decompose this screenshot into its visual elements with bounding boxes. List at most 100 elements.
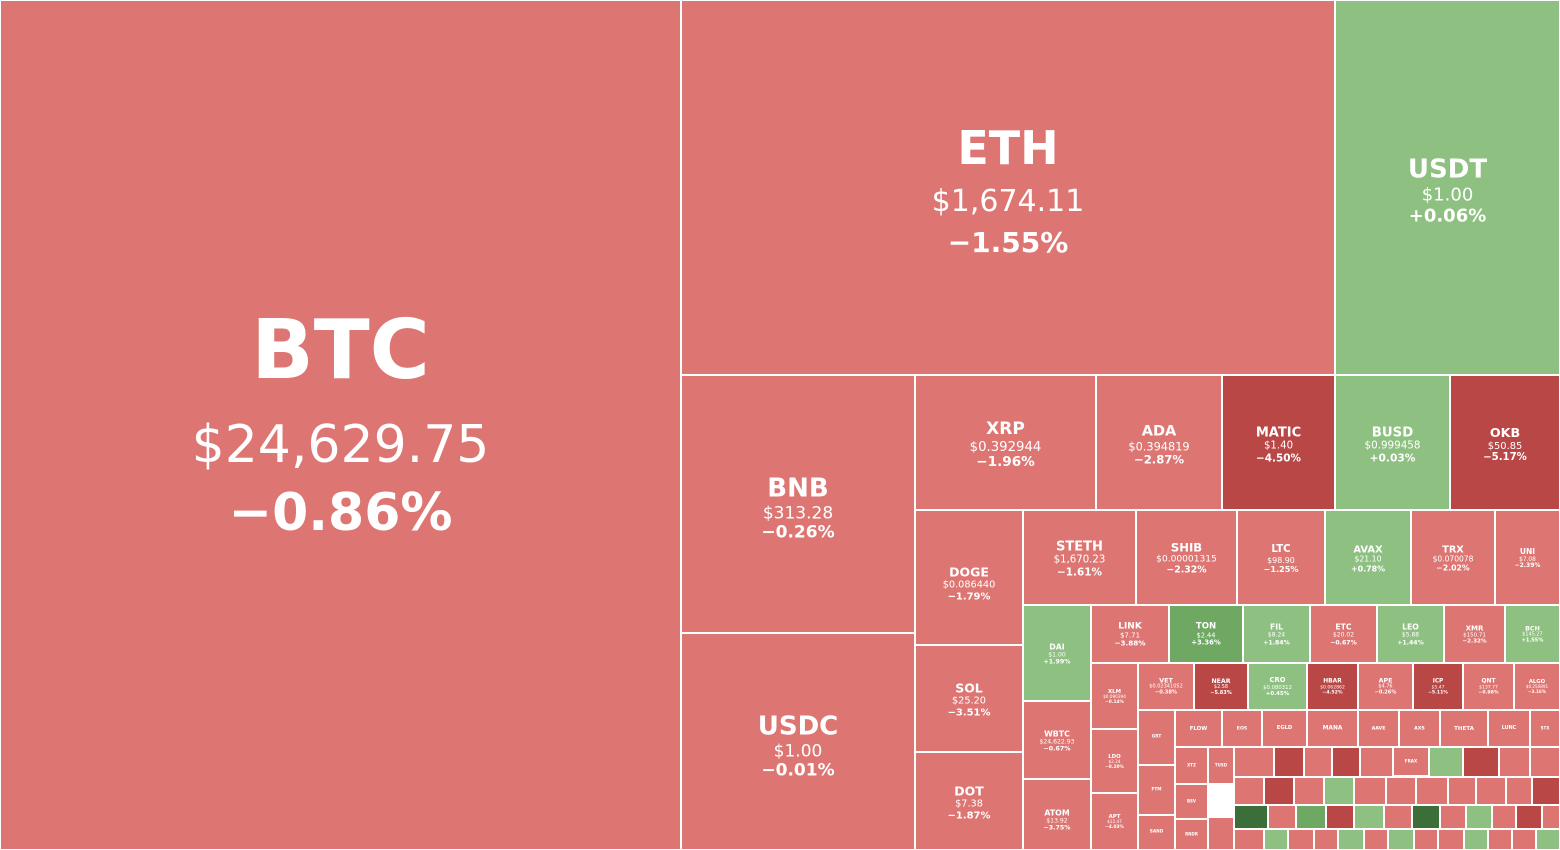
tile-minor[interactable]: [1463, 747, 1499, 777]
tile-minor[interactable]: [1354, 777, 1386, 805]
tile-tusd[interactable]: TUSD: [1208, 747, 1234, 784]
tile-minor[interactable]: [1488, 829, 1512, 850]
tile-minor[interactable]: [1234, 829, 1264, 850]
tile-minor[interactable]: [1476, 777, 1506, 805]
tile-icp[interactable]: ICP $5.47 −5.11%: [1413, 663, 1463, 710]
tile-rndr[interactable]: RNDR: [1175, 819, 1208, 850]
tile-ltc[interactable]: LTC $98.90 −1.25%: [1237, 510, 1325, 605]
tile-minor[interactable]: [1412, 805, 1440, 829]
tile-minor[interactable]: [1296, 805, 1326, 829]
tile-minor[interactable]: [1288, 829, 1314, 850]
tile-ada[interactable]: ADA $0.394819 −2.87%: [1096, 375, 1222, 510]
tile-minor[interactable]: [1416, 777, 1448, 805]
tile-minor[interactable]: [1268, 805, 1296, 829]
tile-doge[interactable]: DOGE $0.086440 −1.79%: [915, 510, 1023, 645]
tile-minor[interactable]: [1414, 829, 1438, 850]
tile-uni[interactable]: UNI $7.08 −2.39%: [1495, 510, 1560, 605]
tile-mana[interactable]: MANA: [1307, 710, 1358, 747]
tile-minor[interactable]: [1304, 747, 1332, 777]
tile-minor[interactable]: [1530, 747, 1560, 777]
tile-minor[interactable]: [1466, 805, 1492, 829]
tile-frax[interactable]: FRAX: [1393, 747, 1429, 776]
tile-minor[interactable]: [1314, 829, 1338, 850]
tile-leo[interactable]: LEO $5.88 +1.44%: [1377, 605, 1444, 663]
tile-ldo[interactable]: LDO $2.24 −0.20%: [1091, 729, 1138, 793]
tile-fil[interactable]: FIL $8.24 +1.84%: [1243, 605, 1310, 663]
tile-minor[interactable]: [1234, 805, 1268, 829]
tile-minor[interactable]: [1354, 805, 1384, 829]
tile-axs[interactable]: AXS: [1399, 710, 1440, 747]
tile-xmr[interactable]: XMR $150.71 −2.32%: [1444, 605, 1505, 663]
tile-minor[interactable]: [1536, 829, 1560, 850]
tile-ton[interactable]: TON $2.44 +3.36%: [1169, 605, 1243, 663]
tile-steth[interactable]: STETH $1,670.23 −1.61%: [1023, 510, 1136, 605]
tile-minor[interactable]: [1234, 747, 1274, 777]
tile-minor[interactable]: [1386, 777, 1416, 805]
tile-algo[interactable]: ALGO $0.250891 −3.16%: [1514, 663, 1560, 710]
tile-ftm[interactable]: FTM: [1138, 765, 1175, 815]
tile-eth[interactable]: ETH $1,674.11 −1.55%: [681, 0, 1335, 375]
tile-bnb[interactable]: BNB $313.28 −0.26%: [681, 375, 915, 633]
tile-minor[interactable]: [1208, 817, 1234, 850]
tile-minor[interactable]: [1360, 747, 1393, 777]
tile-minor[interactable]: [1264, 777, 1294, 805]
tile-matic[interactable]: MATIC $1.40 −4.50%: [1222, 375, 1335, 510]
tile-minor[interactable]: [1364, 829, 1388, 850]
tile-atom[interactable]: ATOM $13.92 −3.75%: [1023, 779, 1091, 850]
tile-btc[interactable]: BTC $24,629.75 −0.86%: [0, 0, 681, 850]
tile-minor[interactable]: [1438, 829, 1464, 850]
tile-trx[interactable]: TRX $0.070078 −2.02%: [1411, 510, 1495, 605]
tile-sand[interactable]: SAND: [1138, 815, 1175, 850]
tile-bch[interactable]: BCH $145.27 +1.55%: [1505, 605, 1560, 663]
tile-bsv[interactable]: BSV: [1175, 784, 1208, 819]
tile-wbtc[interactable]: WBTC $24,622.93 −0.67%: [1023, 701, 1091, 779]
tile-xrp[interactable]: XRP $0.392944 −1.96%: [915, 375, 1096, 510]
tile-minor[interactable]: [1492, 805, 1516, 829]
tile-minor[interactable]: [1499, 747, 1530, 777]
tile-minor[interactable]: [1429, 747, 1463, 777]
tile-minor[interactable]: [1542, 805, 1560, 829]
tile-minor[interactable]: [1448, 777, 1476, 805]
tile-minor[interactable]: [1512, 829, 1536, 850]
tile-minor[interactable]: [1388, 829, 1414, 850]
tile-flow[interactable]: FLOW: [1175, 710, 1222, 747]
tile-minor[interactable]: [1326, 805, 1354, 829]
tile-ape[interactable]: APE $4.76 −0.26%: [1358, 663, 1413, 710]
tile-minor[interactable]: [1264, 829, 1288, 850]
tile-dai[interactable]: DAI $1.00 +1.99%: [1023, 605, 1091, 701]
tile-hbar[interactable]: HBAR $0.062862 −4.52%: [1307, 663, 1358, 710]
tile-xlm[interactable]: XLM $0.090394 −0.14%: [1091, 663, 1138, 729]
tile-minor[interactable]: [1234, 777, 1264, 805]
tile-eos[interactable]: EOS: [1222, 710, 1262, 747]
tile-minor[interactable]: [1332, 747, 1360, 777]
tile-dot[interactable]: DOT $7.38 −1.87%: [915, 752, 1023, 850]
tile-stx[interactable]: STX: [1530, 710, 1560, 747]
tile-grt[interactable]: GRT: [1138, 710, 1175, 765]
tile-vet[interactable]: VET $0.02341052 −0.38%: [1138, 663, 1194, 710]
tile-near[interactable]: NEAR $2.58 −5.83%: [1194, 663, 1248, 710]
tile-minor[interactable]: [1516, 805, 1542, 829]
tile-qnt[interactable]: QNT $137.77 −0.98%: [1463, 663, 1514, 710]
tile-minor[interactable]: [1506, 777, 1532, 805]
tile-aave[interactable]: AAVE: [1358, 710, 1399, 747]
tile-xtz[interactable]: XTZ: [1175, 747, 1208, 784]
tile-minor[interactable]: [1532, 777, 1560, 805]
tile-minor[interactable]: [1384, 805, 1412, 829]
tile-minor[interactable]: [1338, 829, 1364, 850]
tile-minor[interactable]: [1464, 829, 1488, 850]
tile-usdt[interactable]: USDT $1.00 +0.06%: [1335, 0, 1560, 375]
tile-theta[interactable]: THETA: [1440, 710, 1488, 747]
tile-sol[interactable]: SOL $25.20 −3.51%: [915, 645, 1023, 752]
tile-usdc[interactable]: USDC $1.00 −0.01%: [681, 633, 915, 850]
tile-minor[interactable]: [1440, 805, 1466, 829]
tile-busd[interactable]: BUSD $0.999458 +0.03%: [1335, 375, 1450, 510]
tile-minor[interactable]: [1274, 747, 1304, 777]
tile-cro[interactable]: CRO $0.080312 +0.45%: [1248, 663, 1307, 710]
tile-minor[interactable]: [1324, 777, 1354, 805]
tile-lunc[interactable]: LUNC: [1488, 710, 1530, 747]
tile-link[interactable]: LINK $7.71 −3.88%: [1091, 605, 1169, 663]
tile-okb[interactable]: OKB $50.85 −5.17%: [1450, 375, 1560, 510]
tile-shib[interactable]: SHIB $0.00001315 −2.32%: [1136, 510, 1237, 605]
tile-egld[interactable]: EGLD: [1262, 710, 1307, 747]
tile-etc[interactable]: ETC $20.02 −0.67%: [1310, 605, 1377, 663]
